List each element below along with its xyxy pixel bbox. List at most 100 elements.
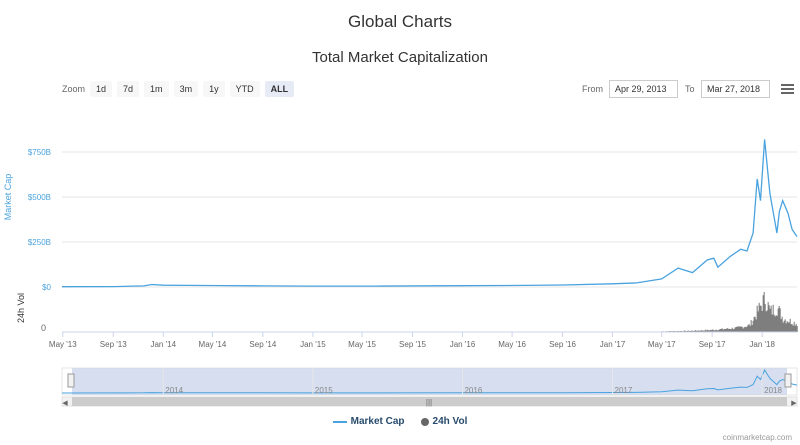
- credit-link[interactable]: coinmarketcap.com: [722, 433, 792, 442]
- page-title: Global Charts: [348, 12, 452, 31]
- y-tick-label: $750B: [28, 148, 51, 157]
- volume-bar: [792, 325, 794, 332]
- zoom-7d-button[interactable]: 7d: [117, 81, 140, 97]
- volume-bar: [770, 305, 772, 332]
- volume-bar: [775, 315, 777, 332]
- chart-area: $0$250B$500B$750B May '13 Sep '13 Jan '14 M…: [3, 139, 798, 407]
- volume-bar: [780, 319, 782, 332]
- volume-bar: [701, 330, 703, 332]
- volume-bar: [764, 303, 766, 332]
- volume-bar: [740, 326, 742, 332]
- zoom-3m-button[interactable]: 3m: [173, 81, 199, 97]
- volume-bar: [761, 310, 763, 332]
- volume-bar: [702, 330, 704, 332]
- volume-bar: [734, 327, 736, 332]
- volume-bar: [707, 330, 709, 332]
- volume-bar: [696, 330, 698, 332]
- zoom-1d-button[interactable]: 1d: [90, 81, 113, 97]
- x-tick-label: May '16: [498, 340, 526, 349]
- navigator-left-handle[interactable]: [67, 373, 75, 388]
- volume-bar: [725, 329, 727, 332]
- volume-tick-0: 0: [41, 323, 46, 333]
- volume-bar: [735, 327, 737, 332]
- volume-bar: [751, 325, 753, 332]
- navigator-year-label: 2014: [165, 386, 183, 395]
- market-cap-line[interactable]: [61, 139, 798, 288]
- zoom-ytd-button[interactable]: YTD: [229, 81, 260, 97]
- to-date-input[interactable]: Mar 27, 2018: [701, 80, 770, 98]
- x-tick-label: May '17: [648, 340, 676, 349]
- zoom-1m-button[interactable]: 1m: [144, 81, 169, 97]
- volume-bar: [759, 305, 761, 332]
- volume-bar: [745, 327, 747, 332]
- volume-bar: [705, 330, 707, 332]
- volume-bar: [754, 316, 756, 332]
- volume-bar: [706, 329, 708, 332]
- x-tick-label: Jan '17: [600, 340, 626, 349]
- volume-bar: [796, 326, 798, 332]
- zoom-1y-button[interactable]: 1y: [203, 81, 225, 97]
- volume-bar: [779, 308, 781, 332]
- volume-bar: [768, 305, 770, 332]
- volume-bar: [721, 328, 723, 332]
- volume-bar: [709, 329, 711, 332]
- volume-bar: [784, 319, 786, 332]
- legend-item-24h-vol[interactable]: 24h Vol: [420, 416, 467, 427]
- y-axis-title: Market Cap: [3, 174, 13, 221]
- volume-bar: [730, 329, 732, 332]
- volume-bar: [738, 326, 740, 332]
- navigator-year-label: 2016: [464, 386, 482, 395]
- volume-bar: [777, 308, 779, 332]
- x-tick-label: May '15: [348, 340, 376, 349]
- scrollbar-thumb[interactable]: [72, 397, 787, 406]
- zoom-all-button[interactable]: ALL: [264, 81, 295, 97]
- volume-bar: [772, 304, 774, 332]
- volume-bar: [722, 329, 724, 332]
- chart-title: Total Market Capitalization: [312, 49, 488, 66]
- volume-bar: [769, 308, 771, 332]
- volume-bar: [788, 322, 790, 332]
- y-axis: $0 $250B $500B $750B: [28, 148, 52, 292]
- navigator-right-handle[interactable]: [784, 373, 792, 388]
- volume-bar: [695, 330, 697, 332]
- volume-bar: [703, 330, 705, 332]
- navigator-year-label: 2015: [315, 386, 333, 395]
- volume-bar: [724, 328, 726, 332]
- x-tick-label: Sep '13: [100, 340, 127, 349]
- legend: Market Cap 24h Vol: [0, 416, 800, 427]
- volume-bar: [794, 325, 796, 332]
- volume-bar: [736, 326, 738, 332]
- x-tick-label: Jan '14: [150, 340, 176, 349]
- volume-bar: [728, 328, 730, 332]
- volume-bar: [715, 329, 717, 332]
- x-tick-label: Sep '17: [699, 340, 726, 349]
- volume-bar: [689, 330, 691, 332]
- navigator-series: [61, 368, 798, 394]
- volume-bar: [789, 318, 791, 332]
- volume-bar: [778, 306, 780, 332]
- navigator-year-label: 2018: [764, 386, 782, 395]
- volume-bar: [683, 330, 685, 332]
- volume-bar: [733, 328, 735, 332]
- navigator-selection[interactable]: [72, 368, 787, 395]
- from-date-input[interactable]: Apr 29, 2013: [609, 80, 678, 98]
- volume-bar: [723, 329, 725, 332]
- line-icon: [332, 420, 347, 423]
- x-tick-label: May '14: [199, 340, 227, 349]
- volume-bar: [766, 310, 768, 332]
- scroll-left-arrow-icon[interactable]: ◀: [62, 400, 68, 407]
- legend-label-market-cap: Market Cap: [350, 416, 405, 427]
- volume-bar: [737, 326, 739, 332]
- legend-item-market-cap[interactable]: Market Cap: [332, 416, 405, 427]
- volume-bar: [713, 330, 715, 332]
- volume-bar: [714, 330, 716, 332]
- volume-bar: [795, 323, 797, 332]
- zoom-label: Zoom: [62, 84, 86, 94]
- scroll-right-arrow-icon[interactable]: ▶: [791, 400, 797, 407]
- menu-icon[interactable]: [781, 84, 794, 94]
- volume-bar: [767, 302, 769, 332]
- volume-bar: [756, 305, 758, 332]
- volume-bar: [742, 328, 744, 332]
- volume-bar: [690, 330, 692, 332]
- volume-bar: [720, 329, 722, 332]
